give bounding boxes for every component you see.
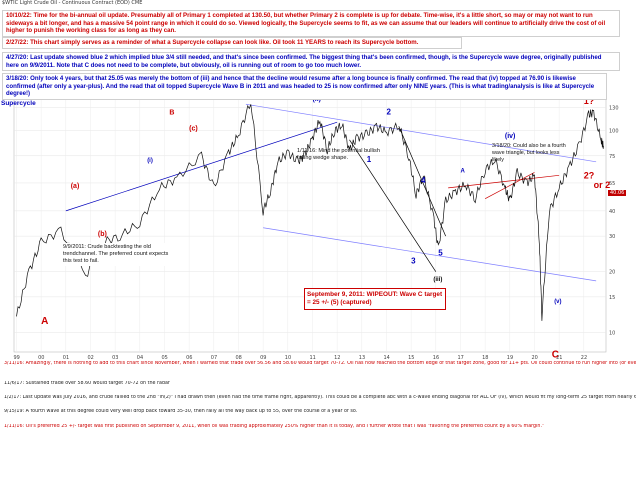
wave-label: (c): [189, 126, 198, 133]
wave-label: 2: [386, 108, 391, 117]
supercycle-label: Supercycle: [1, 100, 36, 107]
chart-header: $WTIC Light Crude Oil - Continuous Contr…: [2, 0, 142, 6]
note-4-27-20: 4/27/20: Last update showed blue 2 which…: [2, 52, 620, 72]
x-tick-label: 18: [482, 355, 488, 361]
wave-label: 4: [421, 176, 426, 185]
x-tick-label: 19: [507, 355, 513, 361]
bottom-note-5: 1/11/16: Oil's preferred 25 +/- target w…: [4, 424, 545, 429]
wave-label: 1: [367, 155, 372, 164]
y-tick-label: 100: [609, 129, 619, 135]
y-tick-label: 55: [609, 181, 615, 187]
wave-label: 5: [438, 249, 443, 258]
ticker-description: Light Crude Oil - Continuous Contract (E…: [19, 0, 143, 6]
y-tick-label: 15: [609, 295, 615, 301]
wipeout-note: September 9, 2011: WIPEOUT: Wave C targe…: [304, 288, 446, 310]
wave-label: 3: [411, 256, 416, 265]
x-tick-label: 00: [38, 355, 44, 361]
x-tick-label: 15: [408, 355, 414, 361]
wave-label: (a): [71, 183, 80, 190]
bottom-note-2: 11/6/17: Sustained trade over 58.60 woul…: [4, 381, 170, 386]
y-axis-ticks: 130 100 75 55 40 30 20 15 10: [609, 106, 619, 337]
x-tick-label: 08: [235, 355, 241, 361]
price-series: [16, 104, 604, 321]
x-tick-label: 07: [211, 355, 217, 361]
x-tick-label: 05: [161, 355, 167, 361]
y-tick-label: 20: [609, 270, 615, 276]
bottom-note-1: 3/11/16: Amazingly, there is nothing to …: [4, 361, 636, 366]
bottom-note-3: 1/2/17: Last update was July 2016, and c…: [4, 395, 636, 400]
x-tick-label: 22: [581, 355, 587, 361]
x-tick-label: 99: [13, 355, 19, 361]
x-tick-label: 14: [383, 355, 389, 361]
x-tick-label: 03: [112, 355, 118, 361]
x-tick-label: 21: [556, 355, 562, 361]
y-tick-label: 10: [609, 330, 615, 336]
x-axis-ticks: 99 00 01 02 03 04 05 06 07 08 09 10 11 12 13 14 15 16 17 18…: [13, 355, 587, 361]
wave-label: (v): [554, 299, 561, 305]
x-tick-label: 16: [433, 355, 439, 361]
trend-line: [349, 139, 437, 272]
wave-label: 2?: [584, 170, 595, 180]
price-line: [16, 104, 604, 321]
note-10-10-22: 10/10/22: Time for the bi-annual oil upd…: [2, 10, 620, 38]
x-tick-label: 09: [260, 355, 266, 361]
wave-label: A: [460, 168, 465, 174]
trendchannel-note: 9/9/2011: Crude backtesting the old tren…: [62, 243, 179, 266]
bottom-note-4: 9/15/19: A fourth wave at this degree co…: [4, 409, 358, 414]
x-tick-label: 04: [137, 355, 143, 361]
wave-label: (i): [147, 158, 153, 164]
x-tick-label: 11: [309, 355, 315, 361]
wave-label: or 2: [594, 180, 611, 190]
note-3-18-20: 3/18/20: Only took 4 years, but that 25.…: [2, 73, 607, 101]
y-tick-label: 75: [609, 154, 615, 160]
wave-label: (b): [98, 231, 107, 238]
last-price-badge: 40.06: [608, 190, 627, 196]
y-tick-label: 130: [609, 106, 619, 112]
x-tick-label: 13: [359, 355, 365, 361]
wave-label: (iv): [505, 133, 516, 140]
wedge-note: 1/11/16: Mind the potential bullish fall…: [297, 148, 380, 161]
trend-line: [65, 121, 338, 212]
y-tick-label: 30: [609, 234, 615, 240]
trend-line: [484, 172, 535, 199]
wave-label: C: [552, 350, 559, 361]
x-tick-label: 02: [87, 355, 93, 361]
x-tick-label: 01: [63, 355, 69, 361]
x-tick-label: 06: [186, 355, 192, 361]
triangle-note: 3/18/20: Could also be a fourth wave tri…: [492, 143, 566, 163]
wave-label: 1?: [584, 96, 595, 106]
wave-label: A: [41, 316, 48, 327]
trend-line: [448, 174, 560, 189]
wave-label: B: [169, 110, 174, 117]
x-tick-label: 20: [531, 355, 537, 361]
chart-grid: [13, 94, 607, 353]
ticker: $WTIC: [2, 0, 19, 6]
x-tick-label: 10: [285, 355, 291, 361]
x-tick-label: 12: [334, 355, 340, 361]
y-tick-label: 40: [609, 209, 615, 215]
wave-label: (iii): [433, 277, 442, 283]
x-tick-label: 17: [457, 355, 463, 361]
trend-line: [245, 103, 597, 163]
note-2-27-22: 2/27/22: This chart simply serves as a r…: [2, 37, 462, 49]
